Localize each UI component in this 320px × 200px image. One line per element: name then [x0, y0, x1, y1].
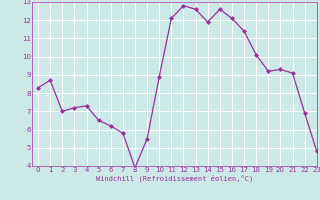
X-axis label: Windchill (Refroidissement éolien,°C): Windchill (Refroidissement éolien,°C): [96, 174, 253, 182]
